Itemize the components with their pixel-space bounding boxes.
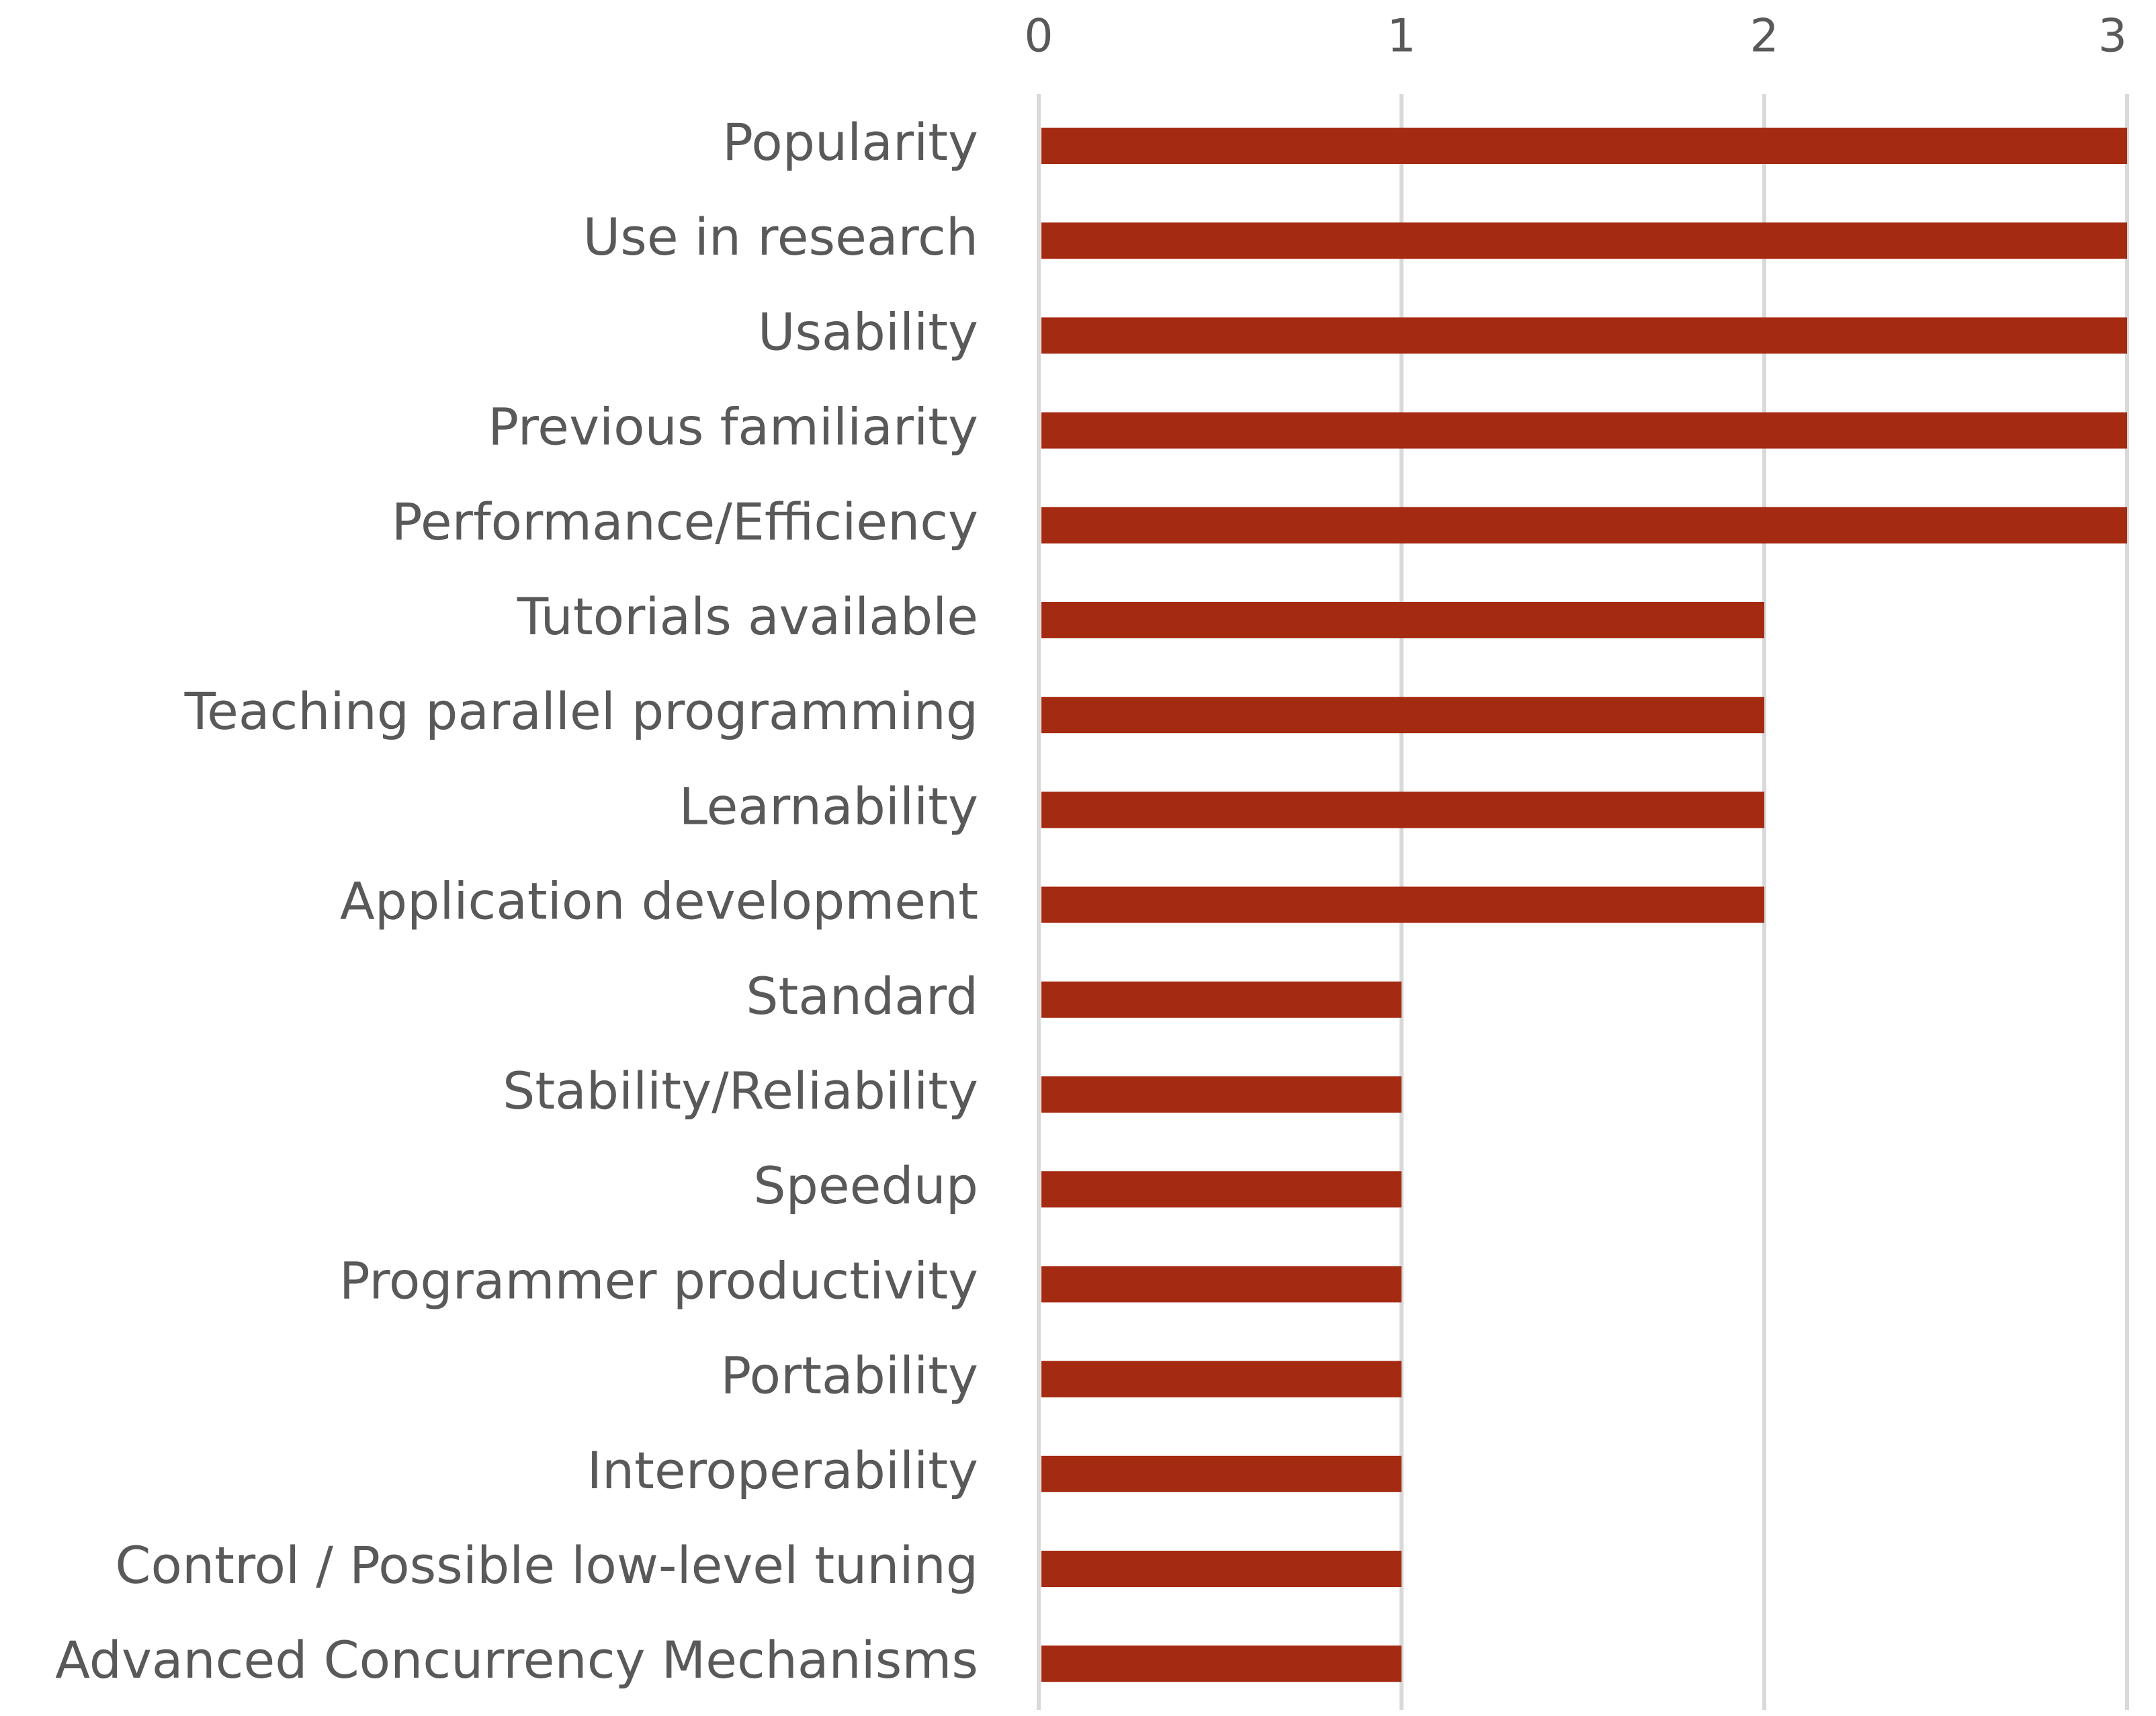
bar [1041, 697, 1764, 734]
x-tick-label: 0 [1024, 10, 1053, 63]
category-label: Performance/Efficiency [392, 492, 978, 552]
category-labels: Popularity Use in research Usability Previo… [55, 112, 978, 1690]
bar [1041, 222, 2127, 259]
category-label: Learnability [679, 776, 978, 836]
category-label: Usability [758, 302, 978, 361]
category-label: Popularity [722, 112, 978, 172]
bar [1041, 507, 2127, 544]
bar [1041, 317, 2127, 354]
x-tick-label: 3 [2098, 10, 2127, 63]
bar [1041, 981, 1402, 1018]
category-label: Advanced Concurrency Mechanisms [55, 1630, 978, 1690]
bar [1041, 412, 2127, 449]
category-label: Interoperability [587, 1441, 978, 1500]
bars [1041, 128, 2127, 1682]
category-label: Programmer productivity [339, 1250, 978, 1310]
x-tick-label: 2 [1750, 10, 1778, 63]
bar [1041, 886, 1764, 923]
x-tick-label: 1 [1387, 10, 1416, 63]
bar [1041, 1645, 1402, 1682]
bar [1041, 1551, 1402, 1587]
category-label: Use in research [583, 207, 978, 267]
bar [1041, 1266, 1402, 1303]
bar [1041, 602, 1764, 638]
x-axis-ticks: 0 1 2 3 [1024, 10, 2127, 63]
bar [1041, 1361, 1402, 1398]
category-label: Standard [746, 966, 978, 1026]
bar [1041, 1171, 1402, 1208]
bar [1041, 1455, 1402, 1492]
bar [1041, 791, 1764, 828]
category-label: Tutorials available [517, 587, 978, 646]
category-label: Portability [720, 1346, 978, 1406]
category-label: Application development [340, 871, 978, 931]
category-label: Previous familiarity [488, 397, 978, 457]
bar [1041, 1076, 1402, 1113]
category-label: Speedup [753, 1156, 978, 1215]
category-label: Teaching parallel programming [184, 681, 978, 741]
category-label: Stability/Reliability [503, 1061, 978, 1121]
category-label: Control / Possible low-level tuning [115, 1535, 978, 1595]
bar [1041, 128, 2127, 164]
